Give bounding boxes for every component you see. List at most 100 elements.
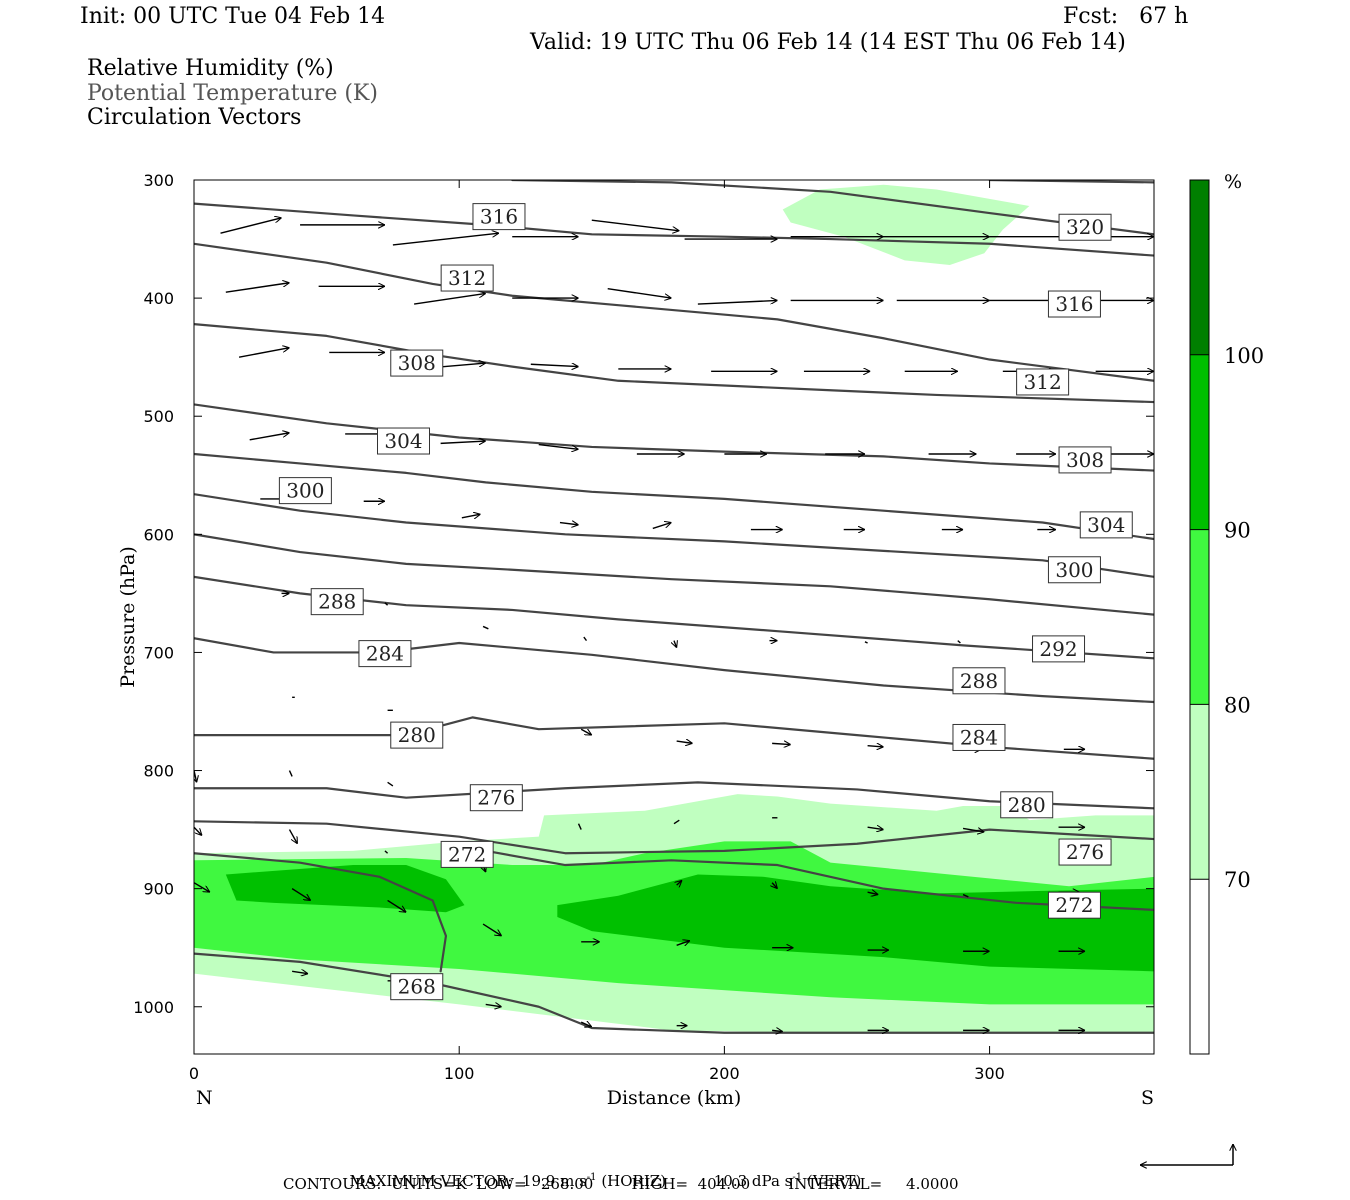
contour-label-text: 312 <box>448 266 486 290</box>
contour-label-288: 288 <box>952 667 1006 695</box>
colorbar-segment <box>1190 529 1209 705</box>
theta-contour-308 <box>194 403 1154 472</box>
theta-contour-272 <box>194 852 448 973</box>
contour-label-text: 304 <box>1087 513 1125 537</box>
contour-label-304: 304 <box>1079 511 1133 539</box>
colorbar-segment <box>1190 180 1209 355</box>
circulation-vector <box>384 850 389 854</box>
contour-label-text: 268 <box>398 975 436 999</box>
circulation-vector <box>288 770 293 777</box>
contour-label-272: 272 <box>1047 891 1101 919</box>
init-time: Init: 00 UTC Tue 04 Feb 14 <box>80 4 386 29</box>
theta-contour-268 <box>194 952 1154 1034</box>
theta-contour-layer <box>194 180 1154 1034</box>
theta-contour-324 <box>511 180 1154 236</box>
contour-label-text: 312 <box>1024 370 1062 394</box>
circulation-vector <box>291 888 311 901</box>
theta-contour-296 <box>194 533 1154 616</box>
contour-label-text: 320 <box>1066 215 1104 239</box>
circulation-vector <box>292 971 308 973</box>
max-vector-label: MAXIMUM VECTOR: <box>349 1172 513 1190</box>
horiz-max-value: 19.9 m s <box>521 1172 587 1190</box>
circulation-vector <box>220 218 282 234</box>
contour-label-box <box>469 784 523 812</box>
contour-label-box <box>1032 635 1086 663</box>
theta-contour-316 <box>194 242 1154 382</box>
y-tick-label: 300 <box>143 171 174 190</box>
theta-contour-276 <box>194 820 1154 855</box>
contour-label-box <box>310 588 364 616</box>
contour-label-box <box>1058 213 1112 241</box>
contour-label-276: 276 <box>469 784 523 812</box>
circulation-vector-layer <box>194 218 1154 1032</box>
rh-fill-90 <box>225 865 465 913</box>
circulation-vector <box>962 828 984 832</box>
valid-time: Valid: 19 UTC Thu 06 Feb 14 (14 EST Thu … <box>530 30 1126 55</box>
contour-label-text: 308 <box>398 351 436 375</box>
circulation-vector <box>238 348 289 358</box>
contour-label-text: 300 <box>1055 558 1093 582</box>
contour-label-text: 292 <box>1039 637 1077 661</box>
circulation-vector <box>583 636 588 642</box>
circulation-vector <box>482 923 502 936</box>
contour-label-text: 276 <box>1066 840 1104 864</box>
contour-label-text: 300 <box>286 479 324 503</box>
contour-label-312: 312 <box>1016 368 1070 396</box>
contour-label-288: 288 <box>310 588 364 616</box>
contour-label-text: 316 <box>480 205 518 229</box>
contour-label-box <box>440 264 494 292</box>
contour-label-276: 276 <box>1058 838 1112 866</box>
circulation-vector <box>485 1004 502 1006</box>
circulation-vector <box>414 293 486 305</box>
colorbar-segment <box>1190 704 1209 880</box>
vert-unit-exponent: -1 <box>792 1172 803 1183</box>
contour-label-box <box>440 840 494 868</box>
circulation-vector <box>530 364 579 366</box>
contour-label-text: 288 <box>960 669 998 693</box>
circulation-vector <box>652 523 672 530</box>
x-end-label-south: S <box>1141 1087 1154 1109</box>
colorbar-unit: % <box>1224 171 1242 193</box>
contour-label-308: 308 <box>1058 446 1112 474</box>
theta-contour-272 <box>484 849 1154 912</box>
circulation-vector <box>772 743 791 744</box>
contour-label-layer: 316 312 308 304 300 288 284 280 276 272 268 320 316 3… <box>278 203 1133 1001</box>
axes-layer: 300 400 500 600 700 800 900 1000 0 100 200 300 <box>133 171 1154 1083</box>
circulation-vector <box>957 640 961 644</box>
contour-label-text: 288 <box>318 590 356 614</box>
contour-label-box <box>377 427 431 455</box>
circulation-vector <box>225 283 290 293</box>
y-tick-label: 800 <box>143 762 174 781</box>
circulation-vector <box>461 514 481 518</box>
contour-label-text: 316 <box>1055 292 1093 316</box>
contour-label-316: 316 <box>472 203 526 231</box>
circulation-vector <box>580 728 592 736</box>
vert-label: (VERT) <box>806 1172 862 1190</box>
contour-label-272: 272 <box>440 840 494 868</box>
horiz-label: (HORIZ) <box>601 1172 667 1190</box>
y-tick-label: 900 <box>143 880 174 899</box>
circulation-vector <box>677 880 682 885</box>
contour-label-316: 316 <box>1047 290 1101 318</box>
circulation-vector <box>591 219 680 231</box>
circulation-vector <box>867 892 879 894</box>
contour-label-292: 292 <box>1032 635 1086 663</box>
circulation-vector <box>538 443 579 450</box>
y-axis-label: Pressure (hPa) <box>117 546 139 688</box>
contour-label-box <box>952 667 1006 695</box>
colorbar-segment <box>1190 354 1209 530</box>
forecast-hour: Fcst: 67 h <box>1063 4 1189 29</box>
plot-frame <box>193 179 1155 1055</box>
contour-label-box <box>952 723 1006 751</box>
contour-label-284: 284 <box>358 640 412 668</box>
theta-contour-312 <box>194 322 1154 404</box>
circulation-vector <box>559 523 579 525</box>
circulation-vector <box>962 893 969 898</box>
theta-contour-284 <box>194 716 1154 760</box>
circulation-vector <box>676 741 693 743</box>
theta-contour-300 <box>194 493 1154 578</box>
contour-label-box <box>390 721 444 749</box>
y-tick-label: 500 <box>143 407 174 426</box>
contour-label-text: 304 <box>384 429 422 453</box>
